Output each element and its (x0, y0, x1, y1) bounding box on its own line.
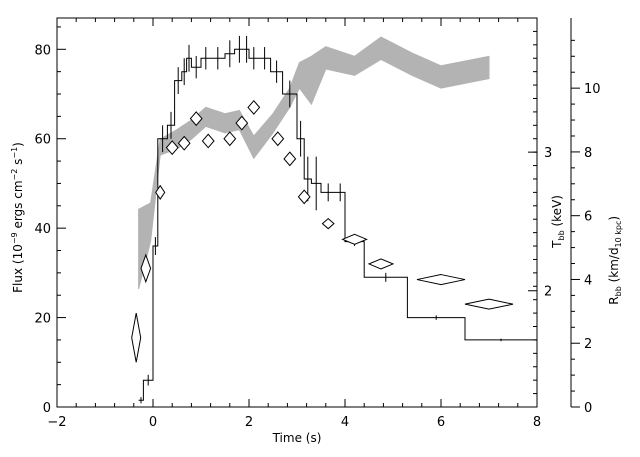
plot-frame (56, 17, 538, 408)
temperature-diamond (201, 133, 215, 149)
temperature-diamond (416, 274, 466, 286)
radius-axis-title: Rbb (km/d10 kpc) (607, 216, 623, 305)
temperature-tick-label: 2 (544, 285, 552, 300)
radius-tick-label: 2 (584, 337, 592, 352)
temperature-diamond (131, 313, 142, 363)
flux-axis-title: Flux (10−9 ergs cm−2 s−1) (10, 142, 25, 293)
temperature-diamond (283, 151, 297, 167)
axes-layer (56, 17, 572, 408)
flux-histogram-line (138, 48, 537, 401)
temperature-diamond (247, 99, 261, 115)
flux-tick-label: 0 (43, 401, 51, 416)
temperature-diamond (297, 189, 311, 205)
temperature-diamond (189, 111, 203, 127)
temperature-tick-label: 3 (544, 146, 552, 161)
temperature-diamond (223, 131, 237, 147)
radius-tick-label: 6 (584, 210, 592, 225)
radius-tick-label: 4 (584, 273, 592, 288)
radius-tick-label: 10 (584, 82, 601, 97)
temperature-points-layer (131, 99, 514, 363)
temperature-diamond (341, 233, 368, 245)
x-tick-label: 0 (149, 415, 157, 430)
x-tick-label: 2 (245, 415, 253, 430)
temperature-axis-title: Tbb (keV) (550, 195, 566, 249)
x-tick-label: −2 (47, 415, 66, 430)
x-axis-title: Time (s) (272, 431, 322, 445)
flux-tick-label: 60 (34, 133, 51, 148)
temperature-diamond (140, 253, 152, 284)
radius-tick-label: 0 (584, 401, 592, 416)
x-tick-label: 8 (533, 415, 541, 430)
flux-tick-label: 20 (34, 312, 51, 327)
radius-band (138, 36, 490, 290)
x-tick-label: 6 (437, 415, 445, 430)
temperature-diamond (464, 298, 514, 310)
temperature-diamond (165, 140, 179, 156)
temperature-diamond (155, 184, 166, 200)
temperature-diamond (321, 218, 335, 230)
temperature-diamond (271, 131, 285, 147)
radius-tick-label: 8 (584, 146, 592, 161)
temperature-diamond (367, 258, 395, 270)
flux-tick-label: 80 (34, 43, 51, 58)
radius-band-layer (138, 36, 490, 290)
flux-tick-label: 40 (34, 222, 51, 237)
temperature-diamond (177, 135, 191, 151)
temperature-diamond (235, 115, 249, 131)
flux-histogram-layer (138, 35, 537, 404)
x-tick-label: 4 (341, 415, 349, 430)
